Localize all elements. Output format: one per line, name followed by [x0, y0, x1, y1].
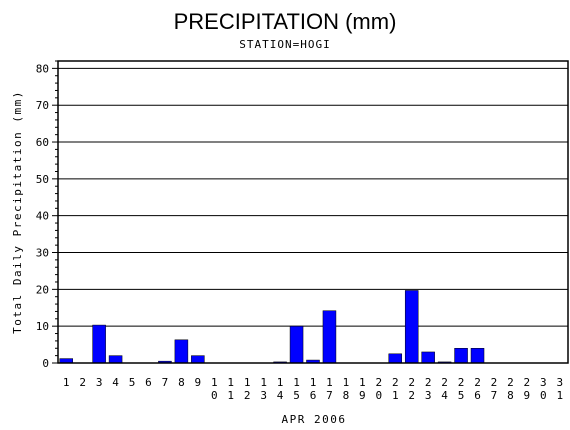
bar-day-4	[108, 355, 123, 364]
y-axis-ticks: 0 10 20 30 40 50 60 70 80	[36, 60, 58, 370]
chart-subtitle: STATION=HOGI	[239, 38, 330, 51]
x-tick-label-3: 3	[96, 376, 103, 389]
x-tick-label-2: 2	[79, 376, 86, 389]
y-tick-label-10: 10	[36, 320, 49, 333]
bar-day-3	[92, 324, 106, 364]
x-tick-label-4: 4	[112, 376, 119, 389]
x-axis-ticks: 1 2 3 4 5 6 7 8 9 1 01 11 21 31 41 51 61 71 81 92 02 12 22 32 42…	[63, 376, 563, 402]
x-tick-label-7: 7	[162, 376, 169, 389]
y-tick-label-50: 50	[36, 173, 49, 186]
bar-day-23	[421, 351, 435, 364]
plot-frame	[57, 60, 569, 364]
y-tick-label-20: 20	[36, 283, 49, 296]
bar-day-25	[454, 348, 468, 364]
y-axis-label: Total Daily Precipitation (mm)	[11, 90, 24, 334]
x-tick-label-9: 9	[195, 376, 202, 389]
x-axis-label: APR 2006	[282, 413, 347, 426]
y-tick-label-70: 70	[36, 99, 49, 112]
bar-day-17	[322, 310, 337, 364]
bar-day-15	[289, 325, 304, 364]
x-tick-label-6: 6	[145, 376, 152, 389]
x-tick-label-8: 8	[178, 376, 185, 389]
y-tick-label-0: 0	[42, 357, 49, 370]
y-tick-label-80: 80	[36, 62, 49, 75]
y-tick-label-60: 60	[36, 136, 49, 149]
bar-day-26	[470, 348, 485, 364]
bar-day-22	[404, 290, 419, 364]
chart-title: PRECIPITATION (mm)	[174, 9, 397, 34]
bars	[59, 290, 485, 364]
x-tick-label-5: 5	[129, 376, 136, 389]
y-tick-label-40: 40	[36, 210, 49, 223]
bar-day-8	[174, 339, 189, 364]
bar-day-21	[388, 353, 403, 364]
bar-day-9	[191, 355, 205, 364]
gridlines	[58, 67, 568, 327]
y-tick-label-30: 30	[36, 247, 49, 260]
x-tick-label-1: 1	[63, 376, 70, 389]
